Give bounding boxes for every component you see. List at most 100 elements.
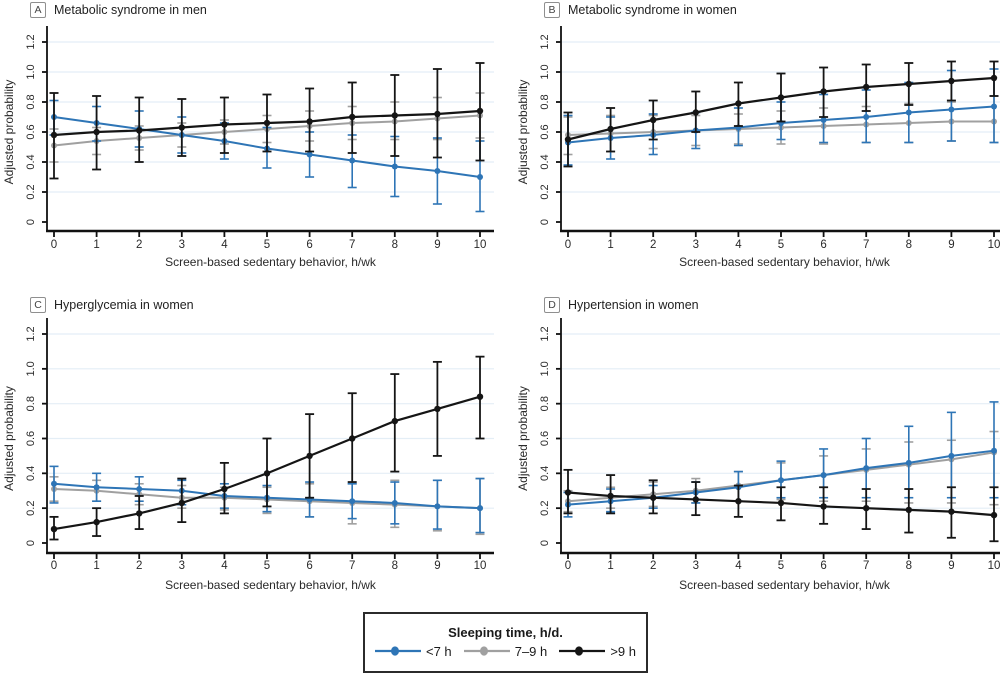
svg-text:Screen-based sedentary behavio: Screen-based sedentary behavior, h/wk [679, 578, 891, 592]
svg-text:0.6: 0.6 [25, 431, 37, 446]
svg-text:Screen-based sedentary behavio: Screen-based sedentary behavior, h/wk [165, 255, 377, 269]
panel-b: B Metabolic syndrome in women 0 0.2 0.4 0.6… [514, 0, 1000, 285]
svg-text:4: 4 [735, 239, 742, 251]
svg-text:2: 2 [136, 239, 142, 251]
svg-text:2: 2 [136, 560, 142, 572]
svg-text:7: 7 [863, 239, 869, 251]
svg-text:6: 6 [820, 560, 826, 572]
svg-text:0: 0 [539, 540, 551, 546]
svg-text:1: 1 [607, 560, 613, 572]
panel-b-plot: 0 0.2 0.4 0.6 0.8 1.0 1.2 0 1 2 3 4 5 6 7 8 9 10 Adjusted … [516, 26, 1000, 269]
svg-text:3: 3 [179, 560, 185, 572]
svg-text:5: 5 [264, 239, 270, 251]
svg-text:4: 4 [221, 560, 228, 572]
svg-text:9: 9 [948, 239, 954, 251]
svg-text:1.0: 1.0 [539, 64, 551, 79]
svg-text:9: 9 [948, 560, 954, 572]
svg-text:10: 10 [988, 239, 1000, 251]
svg-text:4: 4 [735, 560, 742, 572]
svg-text:0.4: 0.4 [539, 154, 551, 169]
svg-text:Adjusted probability: Adjusted probability [2, 386, 16, 491]
svg-text:0.2: 0.2 [539, 501, 551, 516]
legend-title: Sleeping time, h/d. [448, 624, 563, 640]
svg-text:Adjusted probability: Adjusted probability [2, 80, 16, 185]
panel-d-title: D Hypertension in women [544, 297, 699, 313]
svg-text:8: 8 [392, 239, 398, 251]
legend-label-7to9h: 7–9 h [514, 643, 548, 659]
svg-text:0.2: 0.2 [25, 501, 37, 516]
panel-a-plot: 0 0.2 0.4 0.6 0.8 1.0 1.2 0 1 2 3 4 5 6 7 8 9 10 Adjusted … [2, 26, 494, 269]
panel-c-plot: 0 0.2 0.4 0.6 0.8 1.0 1.2 0 1 2 3 4 5 6 7 8 9 10 Adjusted … [2, 318, 494, 592]
svg-text:5: 5 [264, 560, 270, 572]
panel-c-letter: C [30, 297, 46, 313]
svg-text:Adjusted probability: Adjusted probability [516, 80, 530, 185]
svg-text:2: 2 [650, 560, 656, 572]
svg-text:1.2: 1.2 [539, 34, 551, 49]
svg-text:1.0: 1.0 [539, 361, 551, 376]
svg-text:0: 0 [25, 540, 37, 546]
svg-text:9: 9 [434, 560, 440, 572]
svg-text:7: 7 [863, 560, 869, 572]
svg-text:1.2: 1.2 [25, 34, 37, 49]
legend-item-lt7h: <7 h [375, 644, 452, 659]
svg-text:1.0: 1.0 [25, 361, 37, 376]
panel-b-title-text: Metabolic syndrome in women [568, 3, 737, 17]
svg-text:0: 0 [565, 560, 571, 572]
svg-text:1: 1 [607, 239, 613, 251]
panel-b-letter: B [544, 2, 560, 18]
svg-text:8: 8 [906, 560, 912, 572]
svg-text:3: 3 [693, 239, 699, 251]
svg-text:0: 0 [565, 239, 571, 251]
svg-text:8: 8 [392, 560, 398, 572]
legend-label-gt9h: >9 h [610, 643, 636, 659]
legend-line-7to9h-icon [463, 646, 510, 656]
svg-text:0.4: 0.4 [539, 466, 551, 481]
legend-item-gt9h: >9 h [559, 644, 636, 659]
svg-text:4: 4 [221, 239, 228, 251]
svg-text:5: 5 [778, 239, 784, 251]
svg-text:3: 3 [179, 239, 185, 251]
svg-text:0.4: 0.4 [25, 154, 37, 169]
panel-a-title-text: Metabolic syndrome in men [54, 3, 207, 17]
panel-b-title: B Metabolic syndrome in women [544, 2, 737, 18]
svg-text:0.4: 0.4 [25, 466, 37, 481]
svg-text:0.8: 0.8 [539, 94, 551, 109]
svg-text:9: 9 [434, 239, 440, 251]
panel-d-letter: D [544, 297, 560, 313]
svg-text:1: 1 [93, 239, 99, 251]
svg-text:3: 3 [693, 560, 699, 572]
svg-text:10: 10 [988, 560, 1000, 572]
svg-text:Screen-based sedentary behavio: Screen-based sedentary behavior, h/wk [165, 578, 377, 592]
svg-text:Screen-based sedentary behavio: Screen-based sedentary behavior, h/wk [679, 255, 891, 269]
panel-c-title: C Hyperglycemia in women [30, 297, 194, 313]
panel-c: C Hyperglycemia in women 0 0.2 0.4 0.6 0.8 1.… [0, 295, 500, 605]
svg-text:6: 6 [820, 239, 826, 251]
svg-text:1: 1 [93, 560, 99, 572]
svg-text:0.6: 0.6 [25, 124, 37, 139]
svg-text:0.8: 0.8 [25, 396, 37, 411]
svg-text:0.8: 0.8 [25, 94, 37, 109]
svg-text:Adjusted probability: Adjusted probability [516, 386, 530, 491]
svg-text:7: 7 [349, 239, 355, 251]
svg-text:6: 6 [306, 560, 312, 572]
panel-d: D Hypertension in women 0 0.2 0.4 0.6 0.8 1.0… [514, 295, 1000, 605]
svg-text:2: 2 [650, 239, 656, 251]
svg-text:0: 0 [51, 239, 57, 251]
panel-a-title: A Metabolic syndrome in men [30, 2, 207, 18]
legend-line-gt9h-icon [559, 646, 606, 656]
svg-text:6: 6 [306, 239, 312, 251]
panel-a-letter: A [30, 2, 46, 18]
panel-c-title-text: Hyperglycemia in women [54, 298, 194, 312]
svg-text:7: 7 [349, 560, 355, 572]
svg-text:0.8: 0.8 [539, 396, 551, 411]
svg-text:10: 10 [474, 560, 487, 572]
legend-line-lt7h-icon [375, 646, 421, 656]
panel-d-title-text: Hypertension in women [568, 298, 699, 312]
svg-text:0.2: 0.2 [25, 184, 37, 199]
svg-text:8: 8 [906, 239, 912, 251]
svg-text:0: 0 [51, 560, 57, 572]
legend-box: Sleeping time, h/d. <7 h 7–9 h >9 h [363, 612, 648, 673]
panel-d-plot: 0 0.2 0.4 0.6 0.8 1.0 1.2 0 1 2 3 4 5 6 7 8 9 10 Adjusted … [516, 318, 1000, 592]
svg-text:1.0: 1.0 [25, 64, 37, 79]
